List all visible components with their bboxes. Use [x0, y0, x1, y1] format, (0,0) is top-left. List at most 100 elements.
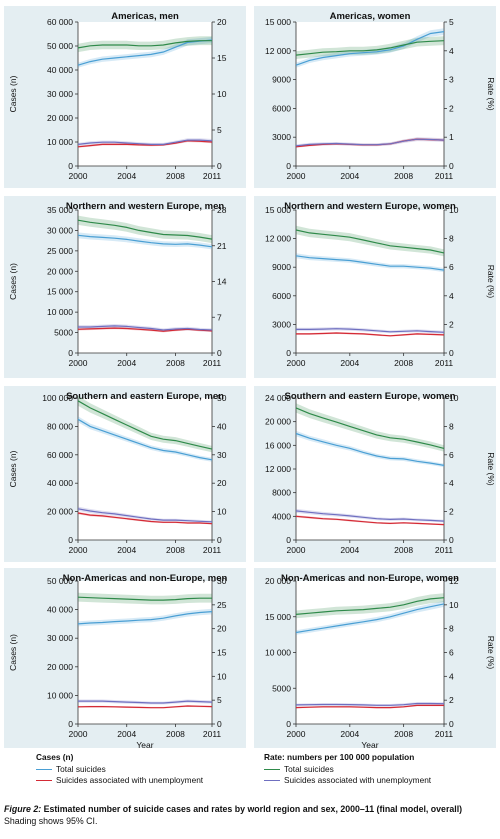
- y-tick-label-left: 35 000: [47, 205, 73, 215]
- x-tick-label: 2004: [117, 545, 136, 555]
- y-tick-label-left: 10 000: [47, 137, 73, 147]
- y-tick-label-left: 15 000: [265, 612, 291, 622]
- legend-swatch-rate-total: [264, 769, 280, 770]
- y-tick-label-right: 7: [217, 312, 222, 322]
- y-tick-label-right: 8: [449, 624, 454, 634]
- ci-band-rate_total: [78, 592, 212, 605]
- x-tick-label: 2004: [117, 729, 136, 739]
- y-tick-label-left: 0: [68, 535, 73, 545]
- y-tick-label-right: 8: [449, 234, 454, 244]
- y-tick-label-right: 4: [449, 291, 454, 301]
- ci-band-unemp: [78, 705, 212, 709]
- x-tick-label: 2011: [435, 729, 454, 739]
- y-tick-label-left: 15 000: [265, 17, 291, 27]
- y-tick-label-right: 3: [449, 75, 454, 85]
- chart-title: Southern and eastern Europe, men: [66, 391, 224, 402]
- y-tick-label-right: 21: [217, 241, 227, 251]
- chart-panel-5: Southern and eastern Europe, men 0 20 000 4…: [4, 386, 246, 562]
- y-tick-label-left: 4000: [272, 511, 291, 521]
- series-line-rate_unemp: [295, 138, 445, 147]
- x-tick-label: 2008: [394, 171, 413, 181]
- x-tick-label: 2011: [203, 171, 222, 181]
- y-tick-label-right: 30: [217, 450, 227, 460]
- y-tick-label-right: 6: [449, 262, 454, 272]
- y-tick-label-right: 28: [217, 205, 227, 215]
- y-tick-label-left: 40 000: [47, 478, 73, 488]
- y-tick-label-left: 20 000: [47, 662, 73, 672]
- x-tick-label: 2011: [203, 545, 222, 555]
- ci-band-total: [78, 36, 212, 68]
- y-tick-label-left: 5000: [54, 328, 73, 338]
- chart-title: Northern and western Europe, men: [66, 201, 225, 212]
- series-line-rate_total: [77, 400, 213, 450]
- y-tick-label-left: 0: [68, 161, 73, 171]
- y-tick-label-left: 10 000: [265, 648, 291, 658]
- x-tick-label: 2011: [435, 171, 454, 181]
- y-tick-label-left: 60 000: [47, 17, 73, 27]
- legend-swatch-total: [36, 769, 52, 770]
- legend: Cases (n) Rate: numbers per 100 000 popu…: [36, 752, 496, 798]
- series-line-rate_total: [77, 40, 212, 49]
- y-tick-label-right: 8: [449, 421, 454, 431]
- y-axis-label-right: Rate (%): [486, 636, 496, 670]
- x-tick-label: 2004: [340, 358, 359, 368]
- chart-title: Non-Americas and non-Europe, men: [63, 573, 228, 584]
- series-line-total: [77, 39, 213, 66]
- ci-band-rate_total: [78, 215, 212, 244]
- x-tick-label: 2008: [166, 545, 185, 555]
- series-line-unemp: [77, 327, 213, 332]
- y-axis-label-left: Cases (n): [8, 263, 18, 300]
- y-tick-label-right: 4: [449, 478, 454, 488]
- chart-panel-6: Southern and eastern Europe, women 0 4000 8…: [254, 386, 496, 562]
- series-line-rate_total: [295, 40, 445, 56]
- y-tick-label-right: 20: [217, 478, 227, 488]
- y-tick-label-left: 80 000: [47, 421, 73, 431]
- y-tick-label-left: 9000: [272, 262, 291, 272]
- legend-label-total-cases: Total suicides: [56, 764, 106, 774]
- y-tick-label-right: 2: [449, 695, 454, 705]
- y-axis-label-right: Rate (%): [486, 265, 496, 299]
- chart-panel-4: Northern and western Europe, women 0 3000 6…: [254, 196, 496, 378]
- figure-caption: Figure 2: Estimated number of suicide ca…: [4, 803, 496, 827]
- ci-band-total: [78, 232, 212, 250]
- y-tick-label-right: 20: [217, 17, 227, 27]
- chart-panel-3: Northern and western Europe, men 0 5000 10 …: [4, 196, 246, 378]
- series-line-unemp: [77, 140, 213, 148]
- y-tick-label-left: 0: [286, 535, 291, 545]
- caption-label: Figure 2:: [4, 804, 42, 814]
- legend-label-unemp-rate: Suicides associated with unemployment: [284, 775, 432, 785]
- y-tick-label-right: 2: [449, 103, 454, 113]
- chart-panel-8: Non-Americas and non-Europe, women 0 5000 1…: [254, 568, 496, 750]
- y-tick-label-right: 0: [217, 348, 222, 358]
- y-tick-label-right: 10: [217, 89, 227, 99]
- y-tick-label-left: 20 000: [47, 507, 73, 517]
- series-line-total: [295, 432, 445, 466]
- chart-title: Northern and western Europe, women: [284, 201, 456, 212]
- x-tick-label: 2004: [340, 171, 359, 181]
- y-axis-label-left: Cases (n): [8, 450, 18, 487]
- x-tick-label: 2008: [394, 358, 413, 368]
- x-tick-label: 2008: [166, 729, 185, 739]
- y-tick-label-left: 20 000: [47, 266, 73, 276]
- series-line-rate_unemp: [78, 700, 213, 704]
- series-line-rate_unemp: [295, 702, 445, 706]
- y-tick-label-right: 2: [449, 319, 454, 329]
- ci-band-rate_total: [296, 36, 444, 59]
- caption-title: Estimated number of suicide cases and ra…: [41, 804, 463, 814]
- ci-band-rate_unemp: [296, 702, 444, 707]
- y-tick-label-right: 10: [449, 205, 459, 215]
- y-tick-label-left: 8000: [272, 488, 291, 498]
- x-tick-label: 2004: [340, 729, 359, 739]
- y-axis-label-right: Rate (%): [486, 77, 496, 111]
- x-tick-label: 2011: [435, 358, 454, 368]
- chart-title: Americas, women: [330, 11, 411, 22]
- y-tick-label-right: 0: [449, 348, 454, 358]
- y-tick-label-right: 0: [217, 161, 222, 171]
- y-tick-label-right: 30: [217, 576, 227, 586]
- series-line-rate_unemp: [296, 328, 445, 333]
- series-line-unemp: [296, 332, 445, 337]
- y-tick-label-left: 9000: [272, 75, 291, 85]
- x-axis-label: Year: [136, 740, 153, 750]
- y-tick-label-right: 0: [217, 535, 222, 545]
